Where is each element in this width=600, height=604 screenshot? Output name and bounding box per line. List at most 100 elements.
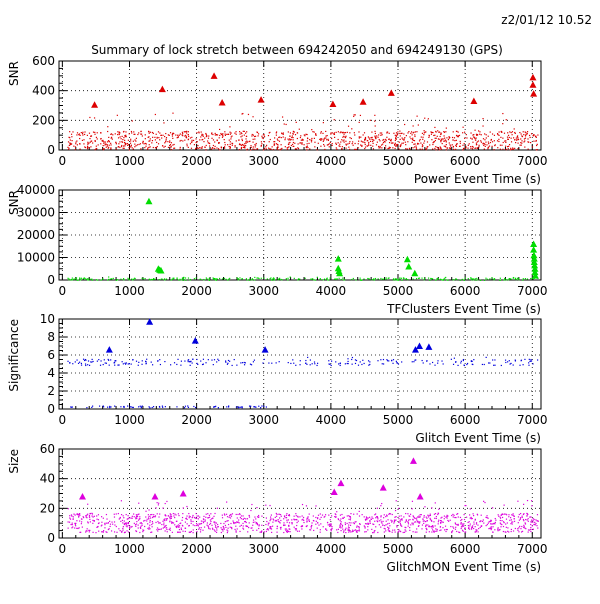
event-dot xyxy=(339,364,341,367)
event-dot xyxy=(340,521,342,523)
event-dot xyxy=(163,519,165,521)
event-dot xyxy=(400,518,402,521)
event-dot xyxy=(507,138,510,140)
event-dot xyxy=(477,531,479,533)
event-dot xyxy=(190,519,192,521)
event-dot xyxy=(230,136,232,138)
event-dot xyxy=(218,142,220,144)
x-tick-label: 4000 xyxy=(316,413,347,427)
event-dot xyxy=(367,143,370,145)
event-dot xyxy=(196,530,198,533)
event-dot xyxy=(426,360,428,362)
event-dot xyxy=(449,519,451,521)
event-dot xyxy=(399,135,401,137)
event-dot xyxy=(405,135,407,137)
event-dot xyxy=(393,522,395,524)
event-dot xyxy=(514,359,516,361)
event-dot xyxy=(381,502,383,505)
event-dot xyxy=(364,138,367,140)
event-dot xyxy=(130,144,132,146)
event-dot xyxy=(536,525,538,527)
event-dot xyxy=(439,526,441,528)
event-dot xyxy=(218,137,220,139)
event-dot xyxy=(240,144,242,146)
event-dot xyxy=(510,137,512,139)
event-dot xyxy=(504,279,506,281)
event-dot xyxy=(205,144,207,147)
event-dot xyxy=(187,131,190,133)
event-dot xyxy=(457,516,459,518)
event-dot xyxy=(68,521,71,523)
event-triangle-marker xyxy=(470,97,478,105)
event-dot xyxy=(484,501,486,504)
event-dot xyxy=(400,530,402,533)
event-dot xyxy=(418,277,421,279)
event-dot xyxy=(178,514,180,517)
event-dot xyxy=(108,146,110,148)
event-dot xyxy=(296,521,298,524)
event-dot xyxy=(183,278,185,280)
event-dot xyxy=(163,526,165,528)
event-dot xyxy=(290,362,292,365)
event-dot xyxy=(159,406,161,408)
event-dot xyxy=(326,521,329,524)
event-dot xyxy=(254,148,256,150)
event-dot xyxy=(377,518,379,520)
event-dot xyxy=(346,362,348,365)
event-dot xyxy=(455,148,457,150)
event-dot xyxy=(256,277,258,279)
event-dot xyxy=(178,531,180,533)
event-dot xyxy=(344,279,346,281)
event-dot xyxy=(425,516,427,518)
event-dot xyxy=(227,527,229,529)
event-dot xyxy=(126,142,129,145)
event-dot xyxy=(193,278,195,280)
event-dot xyxy=(331,515,333,517)
event-dot xyxy=(205,149,207,151)
event-dot xyxy=(157,131,160,133)
event-dot xyxy=(337,131,339,133)
event-dot xyxy=(461,523,463,525)
event-dot xyxy=(127,277,129,279)
event-dot xyxy=(494,523,496,525)
event-dot xyxy=(417,142,419,145)
event-dot xyxy=(256,523,259,525)
event-dot xyxy=(229,126,231,128)
event-dot xyxy=(220,527,222,529)
event-dot xyxy=(412,516,415,518)
event-dot xyxy=(123,523,126,526)
event-dot xyxy=(241,362,244,364)
event-dot xyxy=(505,279,508,281)
event-dot xyxy=(97,279,99,281)
event-dot xyxy=(152,146,154,149)
event-dot xyxy=(283,515,286,517)
event-dot xyxy=(451,531,453,534)
x-tick-label: 4000 xyxy=(316,154,347,168)
event-dot xyxy=(440,517,442,519)
event-dot xyxy=(184,405,187,407)
event-dot xyxy=(299,516,301,518)
event-dot xyxy=(348,142,350,144)
event-dot xyxy=(440,529,442,531)
event-dot xyxy=(364,519,367,521)
event-dot xyxy=(221,134,224,136)
event-dot xyxy=(319,278,321,280)
event-dot xyxy=(519,517,522,519)
event-dot xyxy=(377,360,379,362)
event-dot xyxy=(481,525,483,527)
event-dot xyxy=(532,528,534,531)
event-dot xyxy=(503,504,505,506)
event-dot xyxy=(368,523,370,525)
event-dot xyxy=(487,141,490,143)
event-dot xyxy=(189,278,192,281)
event-dot xyxy=(215,525,217,527)
event-dot xyxy=(73,278,75,280)
event-dot xyxy=(69,515,71,517)
event-dot xyxy=(78,516,80,518)
event-dot xyxy=(431,520,433,522)
event-dot xyxy=(117,131,119,133)
event-dot xyxy=(123,520,125,522)
event-dot xyxy=(104,524,106,526)
event-dot xyxy=(293,362,295,364)
event-dot xyxy=(505,523,507,525)
